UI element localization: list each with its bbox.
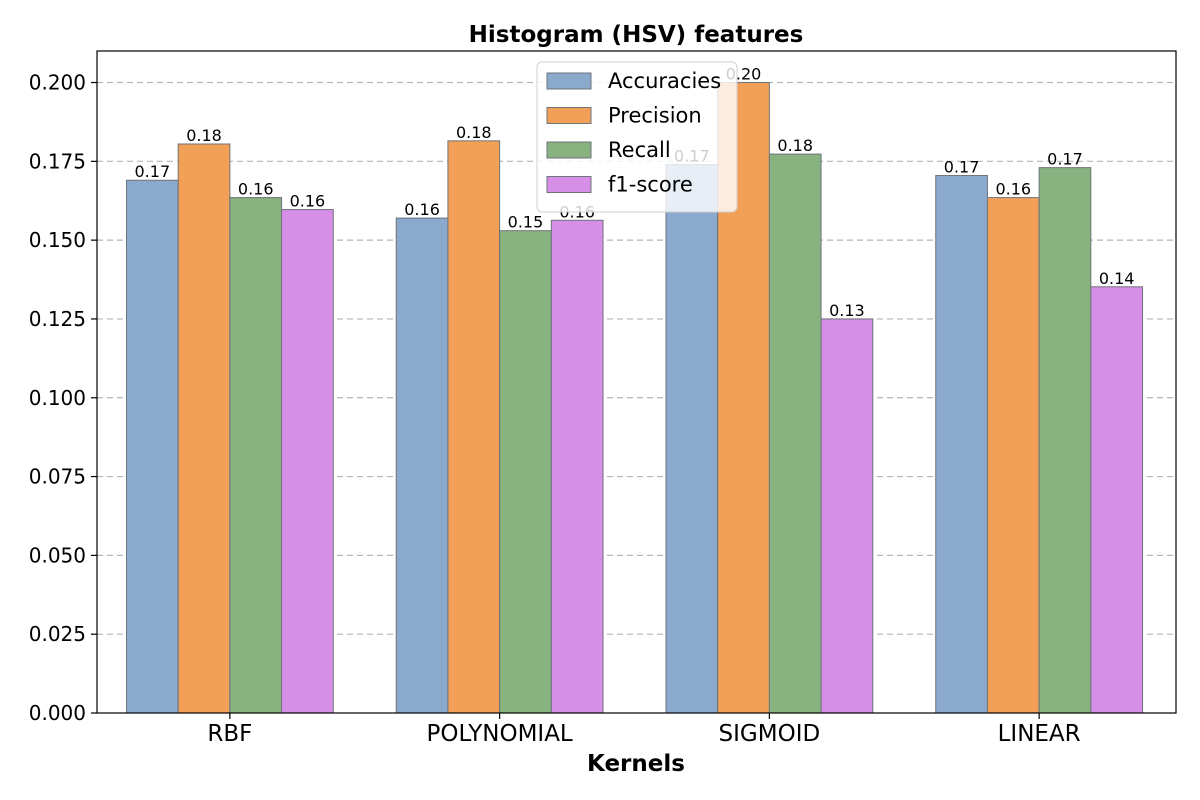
data-label: 0.18 [777,136,813,155]
x-tick-label: POLYNOMIAL [426,721,572,747]
bars [125,82,1144,714]
data-label: 0.15 [508,213,544,232]
bar [1038,167,1092,714]
bar [665,163,719,714]
bar [935,175,988,714]
legend-label: f1-score [608,173,693,197]
legend-label: Precision [608,104,702,128]
bar [820,318,874,714]
x-tick-label: SIGMOID [719,721,821,747]
data-label: 0.13 [829,301,865,320]
x-tick-label: LINEAR [998,721,1081,747]
y-tick-label: 0.075 [29,465,86,489]
bar [768,153,822,714]
legend-box [536,61,738,213]
legend-label: Accuracies [608,69,721,93]
x-tick-label: RBF [207,721,252,747]
y-axis: 0.000 0.025 0.050 0.075 0.100 0.125 0.150 0.175… [29,71,97,725]
bar [125,179,179,714]
bar [499,230,552,714]
x-axis: RBF POLYNOMIAL SIGMOID LINEAR [207,713,1081,747]
data-label: 0.17 [1047,150,1083,169]
data-label: 0.17 [944,158,980,177]
data-label: 0.16 [238,180,274,199]
y-tick-label: 0.200 [29,71,86,95]
data-label: 0.14 [1099,269,1135,288]
legend-swatch [546,107,592,124]
legend-label: Recall [608,138,671,162]
bar [229,197,283,714]
bar [395,217,449,714]
legend-swatch [546,176,592,193]
y-tick-label: 0.150 [29,228,86,252]
bar [281,209,334,714]
legend-swatch [546,72,592,90]
data-label: 0.18 [186,126,222,145]
legend-swatch [546,141,592,159]
bar [550,219,604,714]
data-label: 0.16 [290,192,326,211]
bar [177,143,231,714]
bar [1090,286,1144,714]
plot-frame [96,50,1177,714]
data-label: 0.16 [995,180,1031,199]
legend: Accuracies Precision Recall f1-score [536,61,738,213]
data-label: 0.16 [404,200,440,219]
y-tick-label: 0.100 [29,386,86,410]
bar [447,140,501,714]
y-tick-label: 0.175 [29,149,86,173]
y-tick-label: 0.125 [29,307,86,331]
y-tick-label: 0.050 [29,543,86,567]
chart-title: Histogram (HSV) features [469,22,804,48]
data-label: 0.17 [135,162,171,181]
data-label: 0.18 [456,123,492,142]
bar [986,197,1040,714]
y-tick-label: 0.025 [29,622,86,646]
x-axis-label: Kernels [587,751,685,777]
y-tick-label: 0.000 [29,701,86,725]
